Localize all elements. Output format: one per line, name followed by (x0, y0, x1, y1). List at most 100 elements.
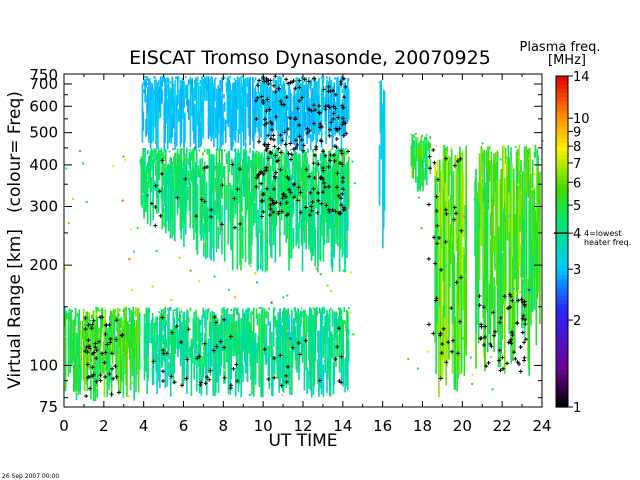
echo-stripe (199, 207, 202, 225)
echo-stripe (494, 164, 497, 192)
echo-stripe (168, 307, 171, 310)
echo-stripe (438, 196, 440, 398)
echo-stripe (74, 355, 77, 393)
cross-marker (307, 174, 312, 179)
cross-marker (318, 176, 323, 181)
echo-stripe (522, 189, 525, 219)
echo-stripe (301, 151, 304, 215)
echo-stripe (284, 100, 287, 122)
echo-stripe (241, 104, 243, 122)
y-tick-label: 75 (39, 398, 58, 416)
cross-marker (222, 317, 227, 322)
speckle (241, 243, 244, 246)
echo-stripe (280, 174, 282, 192)
echo-stripe (222, 103, 224, 145)
echo-stripe (286, 115, 288, 136)
echo-stripe (126, 322, 128, 397)
colorbar-segment (556, 295, 568, 301)
echo-stripe (221, 120, 223, 136)
echo-stripe (442, 305, 445, 357)
echo-stripe (457, 238, 459, 379)
echo-stripe (163, 103, 165, 152)
echo-stripe (253, 88, 256, 134)
echo-stripe (461, 151, 464, 237)
echo-stripe (267, 345, 270, 376)
echo-stripe (156, 316, 158, 346)
echo-stripe (78, 311, 81, 317)
echo-stripe (109, 310, 112, 333)
echo-stripe (127, 321, 129, 343)
echo-stripe (344, 207, 346, 268)
echo-stripe (490, 224, 493, 316)
echo-stripe (185, 190, 188, 213)
cross-marker (505, 361, 510, 366)
speckle (294, 362, 297, 365)
echo-stripe (240, 94, 242, 109)
cross-marker (202, 199, 207, 204)
cross-marker (255, 95, 260, 100)
cross-marker (328, 127, 333, 132)
cross-marker (113, 364, 118, 369)
cross-marker (341, 120, 346, 125)
cross-marker (266, 142, 271, 147)
echo-stripe (282, 80, 285, 123)
echo-stripe (214, 178, 217, 191)
cross-marker (434, 194, 439, 199)
cross-marker (311, 161, 316, 166)
echo-stripe (321, 77, 324, 84)
echo-stripe (119, 318, 122, 327)
speckle (281, 394, 284, 397)
echo-stripe (249, 78, 251, 145)
speckle (285, 141, 288, 144)
cross-marker (268, 136, 273, 141)
echo-stripe (382, 121, 385, 229)
speckle (109, 364, 112, 367)
echo-stripe (210, 322, 213, 367)
echo-stripe (155, 79, 157, 145)
echo-stripe (227, 76, 230, 128)
cross-marker (434, 209, 439, 214)
cross-marker (324, 203, 329, 208)
cross-marker (220, 183, 225, 188)
echo-stripe (318, 339, 320, 395)
cross-marker (509, 330, 514, 335)
echo-stripe (221, 149, 223, 185)
cross-marker (312, 153, 317, 158)
cross-marker (263, 117, 268, 122)
echo-stripe (337, 121, 339, 134)
echo-stripe (166, 352, 168, 387)
cross-marker (297, 98, 302, 103)
cross-marker (271, 83, 276, 88)
echo-stripe (286, 171, 288, 239)
echo-stripe (157, 148, 160, 172)
echo-stripe (232, 88, 234, 100)
echo-stripe (262, 325, 265, 344)
echo-stripe (155, 316, 158, 374)
cross-marker (151, 359, 156, 364)
echo-stripe (156, 316, 158, 323)
echo-stripe (191, 167, 193, 173)
echo-stripe (168, 314, 170, 346)
colorbar-segment (556, 315, 568, 321)
echo-stripe (187, 339, 189, 379)
cross-marker (153, 223, 158, 228)
echo-stripe (294, 102, 297, 119)
cross-marker (158, 213, 163, 218)
echo-stripe (204, 316, 206, 329)
echo-stripe (265, 310, 268, 319)
echo-stripe (236, 78, 239, 104)
speckle (206, 354, 209, 357)
cross-marker (508, 305, 513, 310)
echo-stripe (270, 150, 273, 159)
echo-stripe (276, 325, 279, 332)
echo-stripe (207, 103, 210, 126)
echo-stripe (334, 153, 336, 228)
echo-stripe (176, 78, 179, 95)
speckle (346, 236, 349, 239)
cross-marker (259, 94, 264, 99)
cross-marker (435, 223, 440, 228)
echo-stripe (236, 171, 239, 270)
echo-stripe (271, 90, 274, 133)
y-tick-label: 200 (29, 256, 58, 274)
echo-stripe (480, 145, 483, 152)
